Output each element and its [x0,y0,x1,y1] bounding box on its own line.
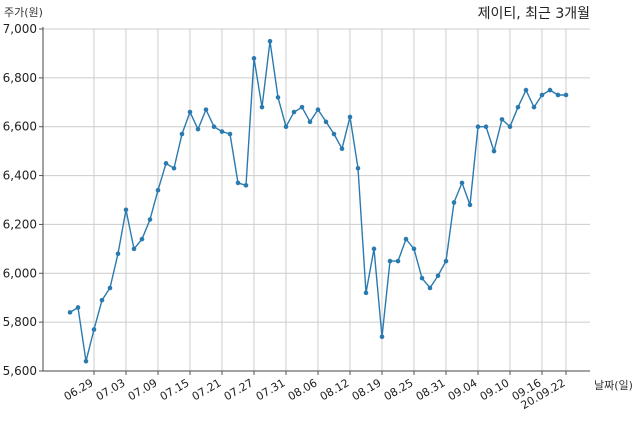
data-point [411,246,417,252]
x-tick-label: 08.25 [382,376,416,403]
data-point [315,107,321,112]
data-point [491,148,497,154]
data-point [251,56,257,61]
data-point [219,129,225,134]
y-tick-label: 7,000 [3,22,37,36]
data-point [499,117,505,122]
data-point [227,131,233,137]
data-point [539,92,545,98]
data-point [371,246,377,252]
data-point [323,119,329,125]
x-tick-label: 08.12 [318,376,352,403]
data-point [555,92,561,98]
data-point [363,290,369,296]
data-point [355,165,361,171]
data-point [171,165,177,171]
data-point [75,305,81,310]
x-tick-label: 08.19 [350,376,384,403]
x-axis-label: 날짜(일) [594,378,633,392]
data-point [475,124,481,130]
data-points [67,38,569,364]
data-point [91,327,97,332]
data-point [211,124,217,130]
data-point [131,246,137,252]
data-point [155,187,161,193]
data-point [299,104,305,110]
x-tick-label: 06.29 [62,376,96,403]
chart-title: 제이티, 최근 3개월 [478,6,590,22]
data-point [179,131,185,137]
data-point [451,200,457,205]
data-point [67,310,73,315]
axes [42,27,590,372]
y-axis-ticks: 5,600 5,800 6,000 6,200 6,400 6,600 6,800 7,000 [3,22,43,378]
data-point [547,87,553,93]
data-point [275,95,281,100]
x-tick-label: 07.09 [126,376,160,403]
grid-lines [43,28,590,372]
data-point [507,124,513,130]
x-tick-label: 07.15 [158,376,192,403]
y-tick-label: 6,200 [3,217,37,231]
data-point [267,38,273,44]
data-point [99,297,105,303]
y-tick-label: 6,000 [3,266,37,280]
x-tick-label: 09.10 [478,376,512,403]
y-tick-label: 6,800 [3,71,37,85]
x-axis-ticks: 06.2907.0307.0907.1507.2107.2707.3108.06… [62,371,568,412]
data-point [467,202,473,208]
data-point [395,258,401,264]
data-point [195,126,201,132]
data-point [443,258,449,264]
x-tick-label: 07.31 [254,376,288,403]
data-point [243,183,249,188]
data-point [83,358,89,364]
x-tick-label: 07.21 [190,376,224,403]
data-point [419,275,425,281]
y-tick-label: 6,400 [3,169,37,183]
data-point [515,104,521,110]
data-point [283,124,289,130]
data-point [459,180,465,186]
data-point [107,285,113,291]
x-tick-label: 08.31 [414,376,448,403]
x-tick-label: 08.06 [286,376,320,403]
data-point [163,161,169,166]
data-point [523,87,529,93]
data-point [187,109,193,115]
data-point [563,92,569,98]
data-point [435,273,441,279]
data-point [235,180,241,186]
data-point [531,104,537,110]
data-point [259,104,265,110]
data-point [403,236,409,242]
data-point [291,109,297,115]
data-point [123,207,129,213]
y-axis-label: 주가(원) [4,6,43,19]
x-tick-label: 07.27 [222,376,256,403]
data-point [483,124,489,130]
data-point [387,258,393,264]
data-point [339,146,345,151]
data-point [115,251,121,257]
data-point [379,334,385,340]
data-point [203,107,209,112]
y-tick-label: 5,800 [3,315,37,329]
x-tick-label: 07.03 [94,376,128,403]
y-tick-label: 5,600 [3,364,37,378]
data-point [347,114,353,120]
data-point [427,285,433,291]
x-tick-label: 09.04 [446,376,480,403]
data-point [307,119,313,125]
data-point [139,236,145,242]
data-point [331,131,337,137]
y-tick-label: 6,600 [3,120,37,134]
data-point [147,217,153,222]
